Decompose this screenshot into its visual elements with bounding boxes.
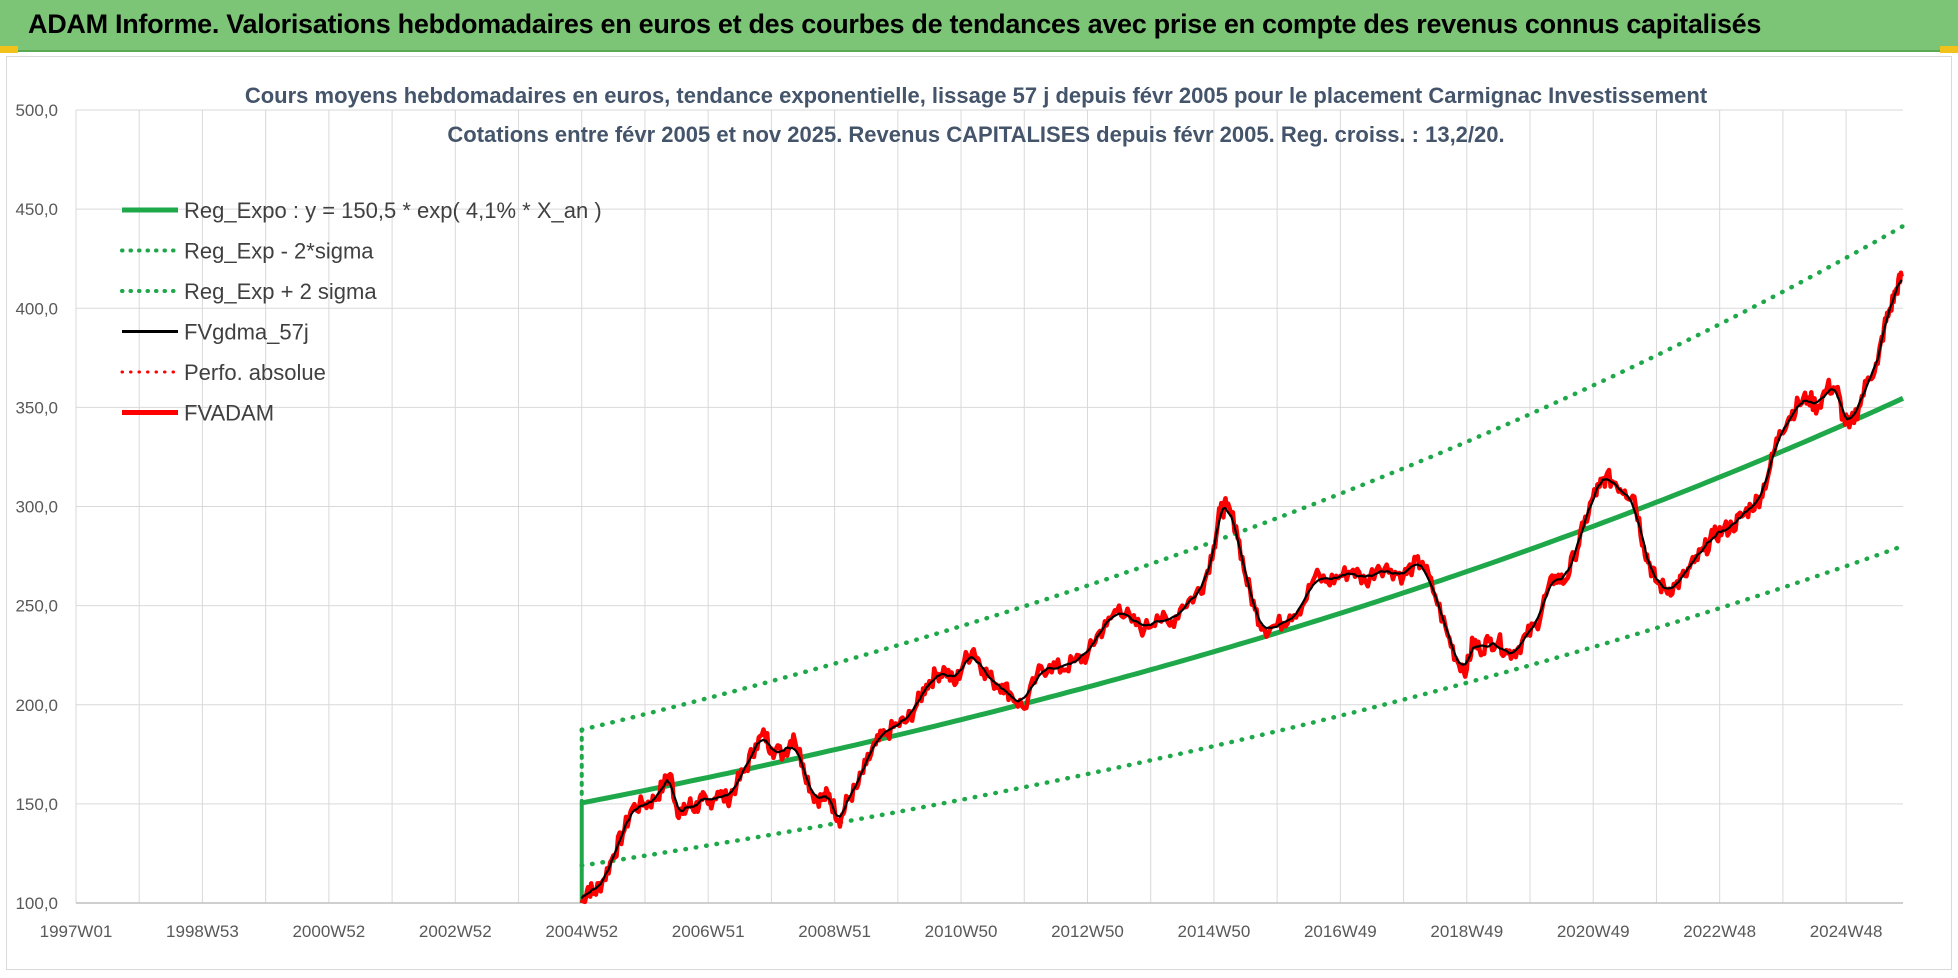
legend-label: FVADAM (184, 401, 274, 426)
x-tick-label: 2024W48 (1810, 922, 1883, 941)
series (579, 223, 1906, 905)
y-tick-label: 300,0 (15, 498, 58, 517)
fvgdma-57j-line (580, 279, 1903, 899)
axes: 100,0 150,0 200,0 250,0 300,0 350,0 400,0 450,0… (15, 101, 1903, 941)
header-banner: ADAM Informe. Valorisations hebdomadaire… (0, 0, 1958, 52)
y-tick-label: 200,0 (15, 696, 58, 715)
trend-minus-2-sigma-line (579, 543, 1906, 868)
grid (75, 109, 1903, 904)
y-tick-label: 250,0 (15, 597, 58, 616)
page-title: ADAM Informe. Valorisations hebdomadaire… (28, 9, 1762, 39)
x-tick-label: 1997W01 (40, 922, 113, 941)
fvadam-line (579, 270, 1904, 905)
x-tick-label: 2002W52 (419, 922, 492, 941)
y-tick-label: 400,0 (15, 299, 58, 318)
legend-label: Reg_Expo : y = 150,5 * exp( 4,1% * X_an … (184, 198, 602, 223)
y-tick-label: 350,0 (15, 398, 58, 417)
x-tick-label: 2016W49 (1304, 922, 1377, 941)
corner-marker-right (1940, 46, 1958, 53)
x-tick-label: 1998W53 (166, 922, 239, 941)
x-tick-label: 2014W50 (1178, 922, 1251, 941)
chart-title: Cours moyens hebdomadaires en euros, ten… (245, 83, 1708, 108)
legend-label: FVgdma_57j (184, 320, 309, 345)
y-tick-label: 500,0 (15, 101, 58, 120)
x-tick-label: 2008W51 (798, 922, 871, 941)
legend: Reg_Expo : y = 150,5 * exp( 4,1% * X_an … (120, 198, 602, 426)
x-tick-label: 2012W50 (1051, 922, 1124, 941)
y-tick-label: 150,0 (15, 795, 58, 814)
x-tick-label: 2020W49 (1557, 922, 1630, 941)
corner-marker-left (0, 46, 18, 53)
x-tick-label: 2022W48 (1683, 922, 1756, 941)
y-tick-label: 450,0 (15, 200, 58, 219)
legend-label: Perfo. absolue (184, 360, 326, 385)
x-tick-label: 2010W50 (925, 922, 998, 941)
chart-subtitle: Cotations entre févr 2005 et nov 2025. R… (447, 122, 1504, 147)
x-tick-label: 2004W52 (545, 922, 618, 941)
x-tick-label: 2006W51 (672, 922, 745, 941)
legend-label: Reg_Exp + 2 sigma (184, 279, 377, 304)
chart-frame (6, 56, 1952, 970)
trend-plus-2-sigma-line (579, 223, 1906, 733)
legend-label: Reg_Exp - 2*sigma (184, 239, 374, 264)
x-tick-label: 2000W52 (292, 922, 365, 941)
trend-expo-line (581, 396, 1905, 806)
x-tick-label: 2018W49 (1430, 922, 1503, 941)
y-tick-label: 100,0 (15, 894, 58, 913)
